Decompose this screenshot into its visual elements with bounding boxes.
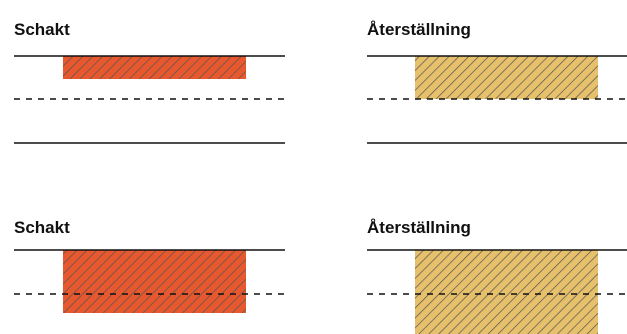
panel-title-aterstallning-bottom: Återställning — [367, 218, 471, 237]
excavation-area — [63, 250, 246, 313]
panel-title-schakt-top: Schakt — [14, 20, 70, 39]
panel-aterstallning-top — [367, 55, 627, 144]
restoration-area — [415, 56, 598, 99]
restoration-area — [415, 250, 598, 334]
excavation-area — [63, 56, 246, 79]
panel-title-aterstallning-top: Återställning — [367, 20, 471, 39]
panel-schakt-bottom — [14, 249, 285, 313]
panel-schakt-top — [14, 55, 285, 144]
panel-title-schakt-bottom: Schakt — [14, 218, 70, 237]
panel-aterstallning-bottom — [367, 249, 627, 334]
